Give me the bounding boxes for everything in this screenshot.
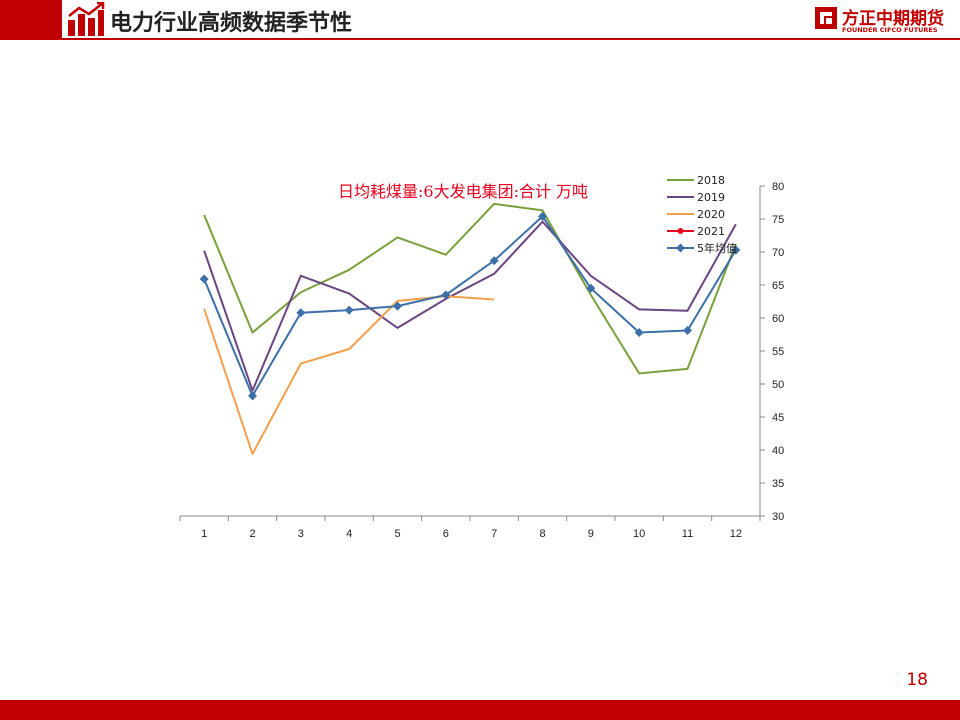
legend-label: 5年均值 (697, 241, 737, 255)
x-tick-label: 1 (201, 528, 207, 540)
logo-text-cn: 方正中期期货 (842, 9, 944, 29)
y-tick-label: 40 (772, 445, 784, 457)
y-tick-label: 60 (772, 313, 784, 325)
x-tick-label: 9 (588, 528, 594, 540)
legend-marker (677, 228, 684, 234)
x-tick-label: 10 (633, 528, 645, 540)
x-tick-label: 11 (682, 528, 693, 540)
y-tick-label: 75 (772, 214, 784, 226)
x-tick-label: 3 (298, 528, 304, 540)
data-point-marker (199, 274, 209, 284)
chart-growth-icon (68, 2, 105, 36)
data-point-marker (683, 326, 692, 336)
x-tick-label: 6 (443, 528, 449, 540)
data-point-marker (731, 245, 741, 255)
founder-logo-icon (815, 7, 837, 29)
legend-label: 2020 (697, 208, 725, 221)
y-tick-label: 65 (772, 280, 784, 292)
x-tick-label: 4 (346, 528, 352, 540)
y-tick-label: 45 (772, 412, 784, 424)
x-tick-label: 8 (539, 528, 545, 540)
data-point-marker (676, 243, 685, 253)
y-tick-label: 70 (772, 247, 784, 259)
y-tick-label: 80 (772, 181, 784, 193)
data-point-marker (538, 211, 547, 221)
logo-text-en: FOUNDER CIFCO FUTURES (842, 26, 938, 34)
data-point-marker (634, 328, 644, 338)
series-line-5年均值 (203, 215, 737, 397)
x-tick-label: 12 (730, 528, 742, 540)
series-line-2019 (203, 220, 737, 392)
x-tick-label: 7 (491, 528, 497, 540)
data-point-marker (586, 283, 596, 293)
data-point-marker (344, 305, 354, 315)
x-tick-label: 2 (249, 528, 255, 540)
y-tick-label: 50 (772, 379, 784, 391)
header-underline (0, 38, 960, 40)
legend-label: 2021 (697, 225, 725, 238)
legend-label: 2019 (697, 191, 725, 204)
legend-label: 2018 (697, 174, 725, 187)
data-point-marker (489, 256, 499, 266)
data-point-marker (393, 301, 402, 311)
data-point-marker (441, 290, 451, 300)
data-point-marker (248, 391, 257, 401)
x-tick-label: 5 (394, 528, 400, 540)
y-tick-label: 35 (772, 478, 784, 490)
company-logo: 方正中期期货 FOUNDER CIFCO FUTURES (814, 4, 944, 38)
page-title: 电力行业高频数据季节性 (110, 11, 353, 36)
y-tick-label: 55 (772, 346, 784, 358)
series-line-2018 (203, 202, 737, 375)
y-tick-label: 30 (772, 511, 784, 523)
header-red-block (0, 0, 62, 38)
footer-bar (0, 700, 960, 720)
data-point-marker (296, 308, 306, 318)
page-number: 18 (906, 670, 928, 690)
chart-title: 日均耗煤量:6大发电集团:合计 万吨 (338, 182, 589, 201)
